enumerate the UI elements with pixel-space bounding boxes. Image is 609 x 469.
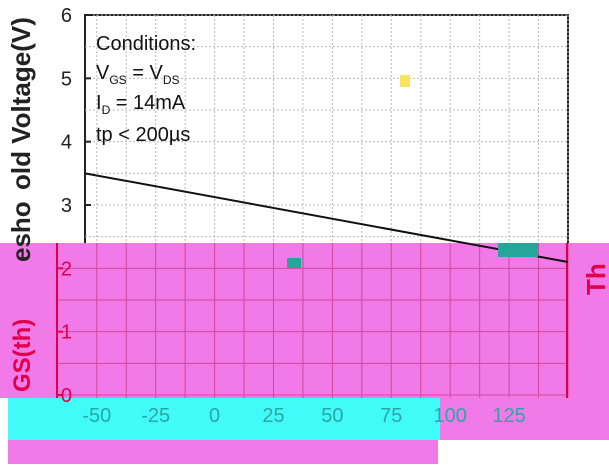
condition-vgs: VGS = VDS [96,62,180,87]
x-tick-label: -50 [82,405,111,427]
vds-sub: DS [162,73,180,87]
condition-id: ID = 14mA [96,92,185,117]
y-label-fragment-mid: esho [6,201,36,262]
vgs-eq: = V [126,62,163,84]
magenta-glitch-strip [440,398,609,440]
x-tick-label: 100 [434,405,467,427]
teal-marker-small [287,258,301,268]
id-sub: D [101,103,111,117]
conditions-heading: Conditions: [96,33,197,55]
x-tick-label: 75 [380,405,402,427]
white-glitch-band [0,198,70,246]
y-tick-label: 0 [61,385,72,407]
teal-marker [498,243,538,257]
series-line [84,172,569,263]
cyan-glitch-strip [0,398,8,440]
x-tick-labels: -50 -25 0 25 50 75 100 125 [82,405,525,427]
y-label-fragment-top: old Voltage(V) [6,17,36,190]
y-tick-label: 6 [61,5,72,27]
grid-lines-magenta [57,243,569,398]
magenta-bottom-strip [8,440,438,464]
grid-lines [85,14,569,243]
vgs-sub: GS [109,73,127,87]
y-label-fragment-low: GS(th) [9,319,36,392]
condition-tp: tp < 200µs [96,124,191,146]
magenta-glitch-region [0,243,609,398]
x-tick-label: 125 [492,405,525,427]
id-main: I [96,92,102,114]
y-label-fragment-right: Th [581,263,609,295]
id-val: = 14mA [110,92,186,114]
y-tick-label: 1 [61,322,72,344]
x-tick-label: 50 [321,405,343,427]
x-tick-label: 0 [209,405,220,427]
vgs-main: V [96,62,110,84]
y-tick-label: 3 [61,195,72,217]
y-tick-label: 5 [61,68,72,90]
y-tick-label: 2 [61,258,72,280]
x-tick-label: -25 [141,405,170,427]
y-tick-label: 4 [61,132,72,154]
y-tick-labels: 0 1 2 3 4 5 6 [57,5,91,407]
x-tick-label: 25 [262,405,284,427]
yellow-marker [400,75,410,87]
